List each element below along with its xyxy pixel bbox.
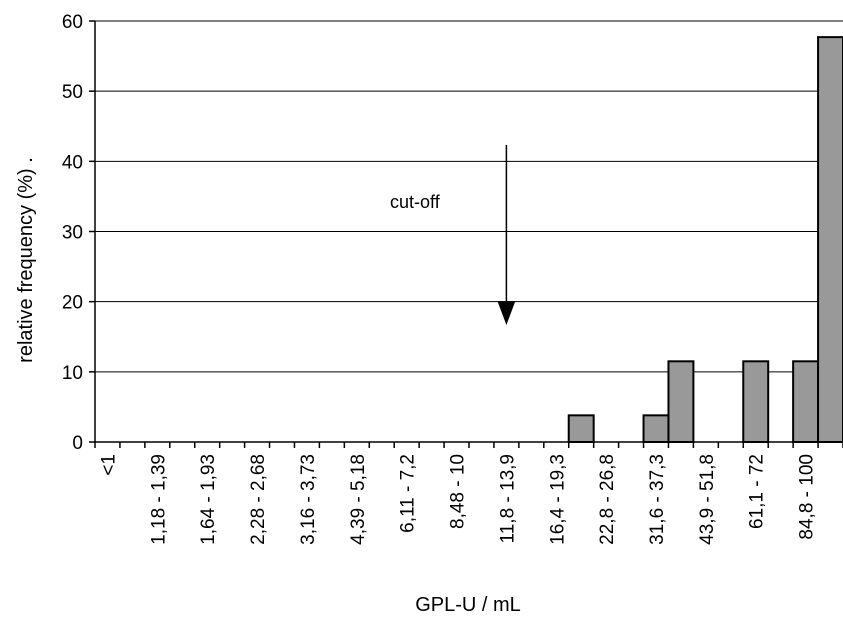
axes xyxy=(94,21,843,443)
x-tick-label: 8,48 - 10 xyxy=(448,454,469,529)
x-tick-label: 1,18 - 1,39 xyxy=(148,454,169,545)
x-tick-label: 22,8 - 26,8 xyxy=(597,454,618,545)
bars xyxy=(567,36,843,444)
cutoff-annotation: cut-off xyxy=(390,145,516,325)
x-tick-label: 4,39 - 5,18 xyxy=(348,454,369,545)
y-tick-label: 50 xyxy=(62,82,83,103)
y-tick-labels: 0 10 20 30 40 50 60 xyxy=(62,12,83,454)
bar xyxy=(567,414,595,444)
y-axis-title: relative frequency (%) . xyxy=(15,157,37,363)
x-tick-label: 61,1 - 72 xyxy=(747,454,768,529)
bar xyxy=(817,36,843,443)
x-tick-label: 1,64 - 1,93 xyxy=(198,454,219,545)
y-tick-label: 40 xyxy=(62,152,83,173)
cutoff-label: cut-off xyxy=(390,192,441,212)
x-tick-label: 2,28 - 2,68 xyxy=(248,454,269,545)
bar xyxy=(742,360,770,443)
cutoff-arrow-head xyxy=(497,301,516,325)
x-tick-label: 16,4 - 19,3 xyxy=(547,454,568,545)
gridlines xyxy=(89,20,843,448)
x-tick-label: 31,6 - 37,3 xyxy=(647,454,668,545)
bar xyxy=(792,360,820,443)
x-axis-title: GPL-U / mL xyxy=(415,594,521,616)
y-tick-label: 20 xyxy=(62,293,83,314)
x-tick-label: 6,11 - 7,2 xyxy=(398,454,419,533)
bar xyxy=(667,360,695,443)
y-tick-label: 0 xyxy=(72,433,83,454)
x-tick-label: 3,16 - 3,73 xyxy=(298,454,319,545)
y-tick-label: 60 xyxy=(62,12,83,33)
y-tick-label: 30 xyxy=(62,223,83,244)
x-tick-label: 11,8 - 13,9 xyxy=(497,454,518,543)
x-tick-labels: <1 1,18 - 1,39 1,64 - 1,93 2,28 - 2,68 3,16 … xyxy=(98,454,817,545)
x-tick-label: <1 xyxy=(98,454,119,476)
x-tick-label: 43,9 - 51,8 xyxy=(697,454,718,545)
y-tick-label: 10 xyxy=(62,363,83,384)
x-tick-label: 84,8 - 100 xyxy=(797,454,818,540)
bar xyxy=(642,414,670,444)
